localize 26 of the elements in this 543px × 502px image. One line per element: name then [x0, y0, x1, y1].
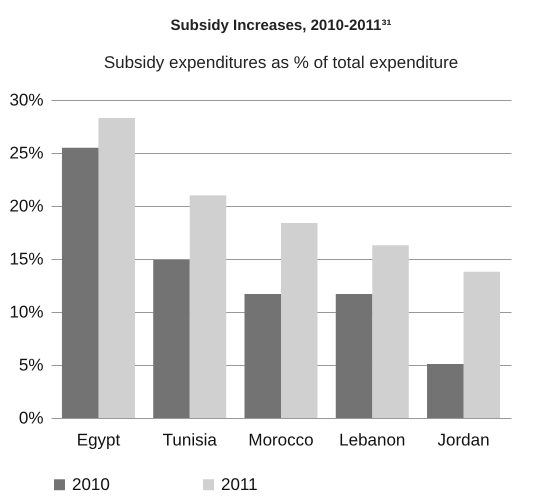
chart-title: Subsidy Increases, 2010-2011³¹	[170, 17, 392, 34]
legend-label: 2011	[221, 474, 258, 494]
x-tick-label: Tunisia	[162, 430, 218, 450]
y-tick-label: 0%	[18, 408, 44, 428]
chart-subtitle: Subsidy expenditures as % of total expenditure	[104, 53, 458, 72]
bar	[427, 364, 464, 418]
bar	[244, 294, 281, 418]
y-tick-label: 25%	[9, 144, 44, 162]
y-tick-label: 5%	[18, 356, 44, 374]
y-tick-label: 10%	[9, 302, 44, 322]
bar	[336, 294, 372, 418]
bar	[190, 195, 226, 418]
x-tick-label: Egypt	[76, 430, 120, 450]
y-tick-label: 30%	[9, 90, 44, 110]
x-tick-label: Lebanon	[339, 430, 406, 450]
y-tick-label: 15%	[9, 250, 44, 268]
legend-label: 2010	[72, 474, 110, 494]
bar	[153, 260, 190, 418]
bar	[281, 222, 318, 418]
y-tick-label: 20%	[9, 196, 44, 216]
bar	[98, 118, 135, 418]
bar	[464, 272, 500, 418]
bar	[62, 148, 98, 418]
x-tick-label: Jordan	[438, 430, 490, 450]
x-tick-label: Morocco	[248, 430, 314, 450]
bar	[372, 245, 409, 418]
